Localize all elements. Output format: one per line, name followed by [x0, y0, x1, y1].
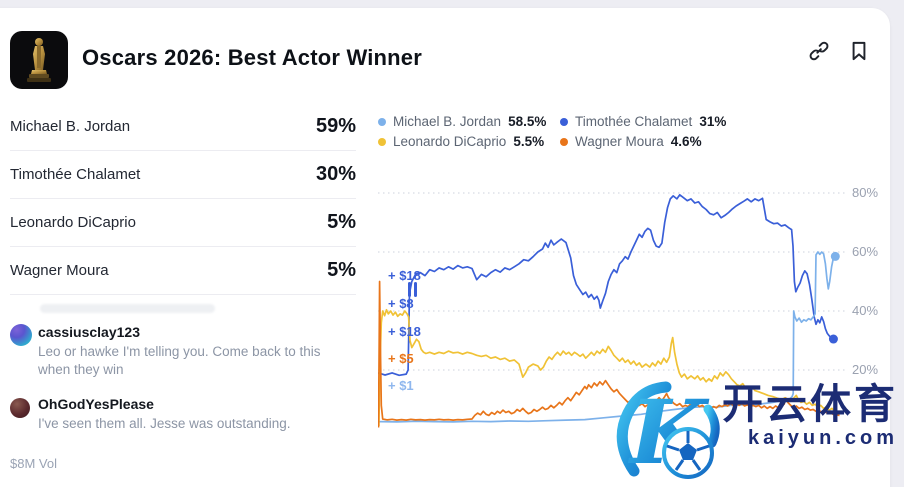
legend-name: Wagner Moura: [575, 134, 664, 149]
legend-name: Leonardo DiCaprio: [393, 134, 507, 149]
legend-name: Timothée Chalamet: [575, 114, 693, 129]
outcome-probability: 59%: [315, 115, 356, 137]
comment[interactable]: OhGodYesPlease I've seen them all. Jesse…: [10, 396, 350, 433]
copy-link-button[interactable]: [806, 38, 832, 64]
outcome-row[interactable]: Leonardo DiCaprio 5%: [10, 199, 356, 247]
avatar[interactable]: [10, 324, 32, 346]
series-line: [378, 280, 840, 428]
market-card: [0, 8, 890, 487]
oscar-statuette-icon: [10, 31, 68, 89]
trade-annotation: + $18: [388, 324, 421, 339]
legend-dot: [560, 137, 568, 146]
chart-plot: [378, 192, 848, 428]
y-axis-tick: 80%: [852, 185, 879, 200]
bookmark-icon: [852, 41, 866, 61]
legend-value: 4.6%: [670, 134, 702, 149]
comment-username[interactable]: OhGodYesPlease: [38, 396, 154, 412]
series-end-dot: [828, 334, 838, 344]
outcome-probability: 5%: [327, 211, 356, 233]
trade-annotation: + $5: [388, 351, 414, 366]
legend-value: 58.5%: [508, 114, 547, 129]
outcome-probability: 5%: [327, 259, 356, 281]
outcome-row[interactable]: Wagner Moura 5%: [10, 247, 356, 295]
outcomes-list: Michael B. Jordan 59% Timothée Chalamet …: [10, 103, 356, 295]
legend-item[interactable]: Timothée Chalamet 31%: [560, 114, 890, 129]
chart-legend: Michael B. Jordan 58.5% Timothée Chalame…: [378, 114, 890, 149]
comment-body: Leo or hawke I'm telling you. Come back …: [38, 344, 321, 377]
kaiyun-watermark: K 开云体育 kaiyun.com: [612, 381, 898, 481]
legend-dot: [378, 117, 386, 126]
outcome-row[interactable]: Michael B. Jordan 59%: [10, 103, 356, 151]
outcome-name: Michael B. Jordan: [10, 118, 131, 135]
legend-item[interactable]: Michael B. Jordan 58.5%: [378, 114, 560, 129]
volume-label: $8M Vol: [10, 456, 57, 471]
oscar-statuette-graphic: [27, 38, 51, 82]
trade-annotation: + $8: [388, 296, 414, 311]
comment[interactable]: cassiusclay123 Leo or hawke I'm telling …: [10, 324, 350, 379]
page-title: Oscars 2026: Best Actor Winner: [82, 45, 423, 70]
series-line: [378, 308, 844, 427]
trade-annotation: + $18: [388, 268, 421, 283]
bookmark-button[interactable]: [846, 38, 872, 64]
outcome-name: Leonardo DiCaprio: [10, 214, 136, 231]
legend-item[interactable]: Wagner Moura 4.6%: [560, 134, 890, 149]
outcome-row[interactable]: Timothée Chalamet 30%: [10, 151, 356, 199]
legend-dot: [560, 117, 568, 126]
watermark-brand: 开云体育: [722, 381, 898, 427]
outcome-probability: 30%: [315, 163, 356, 185]
series-line: [378, 193, 834, 377]
link-icon: [809, 41, 829, 61]
kaiyun-logo-icon: K: [616, 381, 720, 481]
legend-dot: [378, 137, 386, 146]
comment-username[interactable]: cassiusclay123: [38, 324, 140, 340]
legend-value: 31%: [699, 114, 727, 129]
faded-text-remnant: [40, 304, 215, 313]
watermark-domain: kaiyun.com: [747, 427, 898, 449]
outcome-name: Wagner Moura: [10, 262, 109, 279]
avatar[interactable]: [10, 398, 30, 418]
y-axis-tick: 40%: [852, 303, 879, 318]
outcome-name: Timothée Chalamet: [10, 166, 141, 183]
legend-value: 5.5%: [513, 134, 545, 149]
comment-body: I've seen them all. Jesse was outstandin…: [38, 416, 291, 431]
y-axis-tick: 20%: [852, 362, 879, 377]
trade-annotation: + $1: [388, 378, 414, 393]
price-history-chart[interactable]: 80% 60% 40% 20% + $18 + $8 + $18 + $5 + $1: [378, 130, 890, 430]
legend-name: Michael B. Jordan: [393, 114, 502, 129]
legend-item[interactable]: Leonardo DiCaprio 5.5%: [378, 134, 560, 149]
y-axis-tick: 60%: [852, 244, 879, 259]
trade-tick-marks: [408, 282, 418, 298]
series-end-dot: [830, 251, 840, 261]
